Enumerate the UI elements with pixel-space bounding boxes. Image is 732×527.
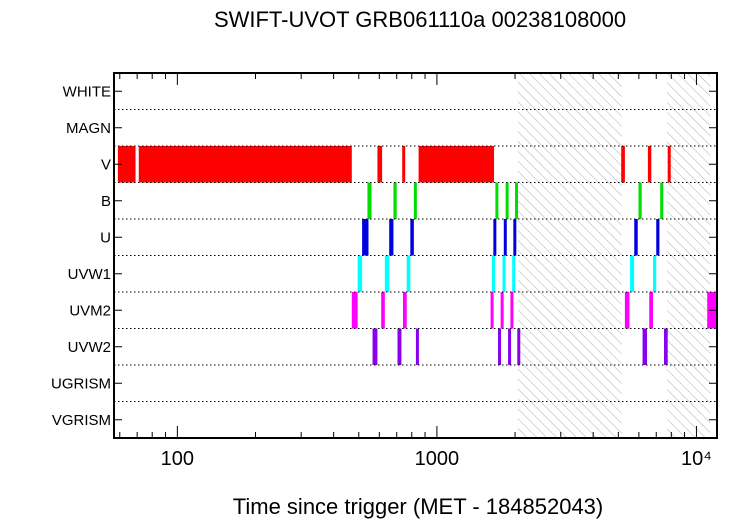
exposure-bar-uvw2-49	[664, 328, 668, 365]
exposure-bar-uvm2-39	[624, 292, 630, 329]
exposure-bar-v-1	[117, 146, 136, 183]
exposure-bar-uvw2-46	[508, 328, 512, 365]
exposure-bar-uvw1-31	[630, 255, 635, 292]
y-tick-label-v: V	[101, 156, 111, 173]
x-axis-label: Time since trigger (MET - 184852043)	[233, 494, 604, 519]
exposure-bar-uvw2-45	[498, 328, 502, 365]
exposure-bar-uvw1-25	[357, 255, 363, 292]
exposure-bar-b-16	[660, 182, 664, 219]
exposure-bar-v-2	[138, 146, 352, 183]
exposure-bar-v-5	[418, 146, 495, 183]
exposure-bar-uvm2-36	[490, 292, 494, 329]
chart-title: SWIFT-UVOT GRB061110a 00238108000	[214, 7, 626, 32]
y-axis-ticks: WHITE MAGN V B U UVW1 UVM2 UVW2 UGRISM VGRISM	[51, 83, 717, 429]
x-tick-label-100: 100	[161, 448, 194, 470]
y-tick-label-uvw2: UVW2	[68, 339, 111, 356]
exposure-bar-uvw1-26	[384, 255, 390, 292]
exposure-bar-v-6	[621, 146, 625, 183]
y-tick-label-ugrism: UGRISM	[51, 375, 111, 392]
exposure-bar-u-21	[503, 219, 507, 256]
exposure-bar-uvm2-35	[402, 292, 407, 329]
exposure-bar-b-11	[413, 182, 417, 219]
exposure-bar-uvw2-43	[397, 328, 402, 365]
y-tick-label-white: WHITE	[63, 83, 111, 100]
exposure-bar-u-22	[513, 219, 517, 256]
exposure-bar-u-20	[493, 219, 497, 256]
exposure-bar-b-10	[393, 182, 397, 219]
exposure-bar-uvm2-33	[351, 292, 358, 329]
exposure-bar-v-7	[647, 146, 652, 183]
exposure-bar-uvw2-48	[642, 328, 648, 365]
exposure-bar-b-13	[505, 182, 509, 219]
exposure-bar-uvw1-29	[502, 255, 506, 292]
x-tick-label-10000: 10⁴	[681, 448, 712, 470]
y-tick-label-vgrism: VGRISM	[52, 412, 111, 429]
exposure-bar-v-4	[402, 146, 406, 183]
exposure-bar-uvw2-42	[372, 328, 378, 365]
exposure-bar-b-12	[495, 182, 499, 219]
x-tick-label-1000: 1000	[415, 448, 460, 470]
exposure-bar-uvw1-28	[491, 255, 495, 292]
hatched-region-2	[666, 73, 711, 438]
exposure-bar-u-19	[410, 219, 414, 256]
exposure-bar-v-3	[377, 146, 383, 183]
exposure-bar-u-23	[634, 219, 638, 256]
exposure-bar-uvw2-44	[415, 328, 419, 365]
exposure-bar-uvm2-40	[649, 292, 653, 329]
exposure-bar-uvm2-38	[510, 292, 514, 329]
exposure-bar-uvw2-47	[517, 328, 521, 365]
y-tick-label-magn: MAGN	[66, 120, 111, 137]
exposure-bar-v-8	[667, 146, 671, 183]
exposure-bar-b-9	[367, 182, 372, 219]
y-tick-label-u: U	[100, 229, 111, 246]
exposure-bar-u-18	[389, 219, 394, 256]
x-axis-ticks: 100 1000 10⁴	[119, 73, 712, 470]
exposure-bar-b-15	[638, 182, 642, 219]
y-tick-label-b: B	[101, 193, 111, 210]
exposure-bar-uvm2-37	[500, 292, 504, 329]
exposure-bar-uvm2-34	[381, 292, 385, 329]
plot-frame	[113, 72, 718, 439]
exposure-bar-uvw1-27	[406, 255, 411, 292]
y-tick-label-uvw1: UVW1	[68, 266, 111, 283]
exposure-bar-u-17	[362, 219, 369, 256]
exposure-bar-u-24	[656, 219, 660, 256]
exposure-bar-uvw1-30	[512, 255, 516, 292]
exposure-bar-uvw1-32	[652, 255, 657, 292]
row-gridlines	[114, 109, 717, 402]
y-tick-label-uvm2: UVM2	[69, 302, 111, 319]
exposure-bar-b-14	[515, 182, 519, 219]
